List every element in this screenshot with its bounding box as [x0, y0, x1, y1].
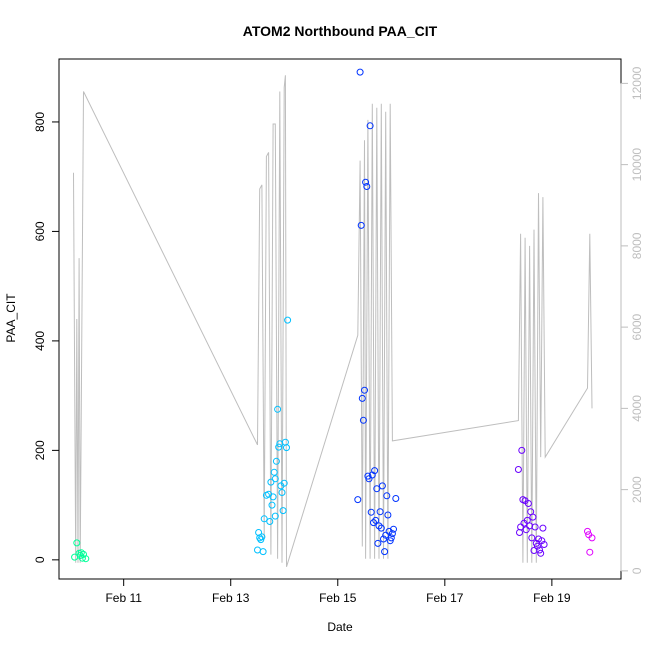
data-point-5 [588, 534, 596, 542]
axes-layer: Feb 11 Feb 13 Feb 15 Feb 17 Feb 19 0 200 400 600… [33, 66, 644, 605]
data-point-2 [269, 493, 277, 501]
data-point-3 [378, 482, 386, 490]
data-point-3 [363, 183, 371, 190]
data-point-4 [518, 446, 526, 454]
y-tick-label: 200 [33, 440, 47, 460]
data-point-4 [536, 546, 544, 554]
data-point-2 [271, 512, 279, 520]
series-line [73, 75, 593, 567]
data-point-3 [388, 530, 396, 538]
x-tick-label: Feb 11 [105, 591, 142, 605]
data-point-4 [537, 549, 545, 557]
data-point-4 [529, 513, 537, 521]
y2-tick-label: 12000 [630, 66, 644, 100]
data-point-2 [284, 316, 292, 324]
data-point-2 [283, 444, 290, 452]
data-point-3 [387, 534, 395, 542]
y-axis-label: PAA_CIT [4, 293, 18, 343]
data-point-3 [362, 178, 370, 186]
data-point-4 [514, 466, 522, 473]
data-point-3 [359, 416, 367, 424]
data-point-4 [538, 537, 546, 545]
data-point-2 [266, 518, 274, 525]
data-point-2 [258, 533, 266, 541]
data-point-4 [539, 524, 547, 532]
data-point-3 [377, 524, 385, 532]
data-point-5 [586, 548, 594, 556]
data-point-3 [370, 519, 377, 527]
data-point-1 [73, 539, 81, 547]
x-axis-label: Date [327, 620, 353, 634]
data-point-2 [274, 405, 282, 413]
data-point-2 [267, 478, 275, 486]
data-point-4 [533, 542, 541, 550]
data-point-2 [268, 501, 276, 509]
y-tick-label: 600 [33, 221, 47, 241]
data-point-2 [280, 479, 288, 487]
data-point-4 [531, 523, 539, 531]
data-point-1 [82, 555, 90, 563]
x-tick-label: Feb 13 [212, 591, 250, 605]
y-tick-label: 800 [33, 112, 47, 132]
data-point-3 [366, 122, 374, 130]
chart-title: ATOM2 Northbound PAA_CIT [243, 23, 438, 39]
secondary-line-layer [73, 75, 593, 567]
data-point-3 [372, 516, 380, 524]
data-point-3 [380, 535, 387, 543]
y2-tick-label: 10000 [630, 148, 644, 182]
data-point-3 [367, 508, 375, 516]
data-point-4 [540, 541, 548, 548]
data-point-2 [279, 507, 287, 515]
data-point-4 [524, 500, 532, 507]
data-point-3 [374, 539, 382, 547]
y-tick-label: 400 [33, 331, 47, 351]
data-point-5 [584, 527, 591, 535]
data-point-3 [361, 386, 368, 394]
data-point-2 [275, 443, 283, 451]
data-point-2 [260, 515, 268, 523]
data-point-3 [392, 495, 400, 502]
data-point-3 [381, 548, 389, 556]
y2-tick-label: 6000 [630, 313, 644, 340]
data-point-3 [376, 508, 384, 516]
data-point-2 [272, 457, 280, 465]
data-point-2 [270, 468, 278, 476]
data-point-3 [354, 496, 362, 504]
data-point-3 [384, 511, 392, 519]
data-point-3 [390, 525, 397, 533]
data-point-3 [383, 492, 391, 500]
data-point-2 [259, 548, 267, 556]
data-point-4 [535, 535, 542, 543]
data-point-1 [78, 554, 86, 562]
x-tick-label: Feb 19 [533, 591, 571, 605]
data-point-3 [373, 485, 381, 493]
data-point-4 [528, 534, 536, 542]
points-layer [71, 68, 596, 563]
data-point-3 [375, 522, 383, 530]
y2-tick-label: 8000 [630, 232, 644, 259]
data-point-2 [278, 489, 286, 496]
x-tick-label: Feb 17 [426, 591, 464, 605]
data-point-3 [371, 467, 379, 475]
y2-tick-label: 2000 [630, 476, 644, 503]
y-tick-label: 0 [33, 556, 47, 563]
data-point-3 [357, 221, 365, 229]
data-point-3 [358, 394, 366, 402]
data-point-3 [356, 68, 364, 76]
x-tick-label: Feb 15 [319, 591, 357, 605]
y2-tick-label: 0 [630, 567, 644, 574]
data-point-2 [271, 475, 279, 483]
y2-tick-label: 4000 [630, 395, 644, 422]
